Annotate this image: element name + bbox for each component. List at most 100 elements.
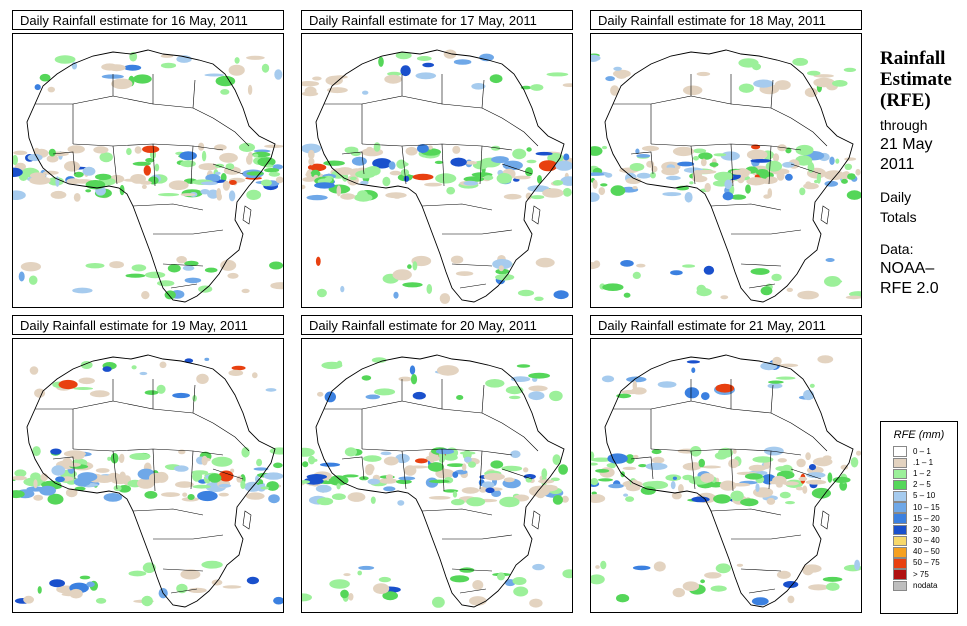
panel-title: Daily Rainfall estimate for 18 May, 2011 [590,10,862,30]
rainfall-blob [65,488,78,498]
rainfall-blob [704,572,722,579]
rainfall-blob [485,487,495,494]
rainfall-blob [429,479,450,484]
rainfall-blob [640,486,656,495]
rainfall-blob [55,176,60,187]
caption-title-2: Estimate [880,69,952,90]
rainfall-blob [651,456,665,464]
country-border [459,283,487,289]
rainfall-blob [95,597,107,604]
rainfall-blob [18,271,25,282]
rainfall-blob [827,472,833,483]
rainfall-blob [336,167,354,176]
rainfall-blob [450,157,467,167]
country-border [190,145,194,185]
rainfall-blob [273,462,283,469]
madagascar-outline [242,205,252,225]
rainfall-blob [635,148,640,155]
legend-title: RFE (mm) [893,429,945,441]
panel-title: Daily Rainfall estimate for 20 May, 2011 [301,315,573,335]
rainfall-blob [14,469,27,478]
country-border [501,117,539,147]
rainfall-blob [264,168,280,173]
rainfall-blob [191,470,209,475]
legend-swatch [893,580,907,592]
rainfall-blob [501,465,523,472]
rainfall-blob [532,563,545,571]
rainfall-blob [646,160,655,168]
rainfall-blob [403,175,410,182]
rainfall-blob [274,69,283,80]
rainfall-map [12,338,284,613]
rainfall-blob [384,74,402,84]
rainfall-blob [392,269,412,281]
rainfall-blob [13,475,27,481]
rainfall-blob [89,390,110,398]
rainfall-blob [159,361,167,369]
country-border [52,151,76,175]
rainfall-blob [308,149,315,160]
madagascar-outline [531,510,541,530]
rainfall-blob [366,146,373,151]
legend-label: .1 – 1 [913,457,934,467]
rainfall-blob [631,479,639,487]
rainfall-blob [263,472,283,480]
rainfall-blob [302,461,309,468]
rainfall-blob [817,355,834,364]
rainfall-blob [240,480,246,489]
rainfall-blob [730,169,751,175]
rainfall-blob [843,67,857,72]
country-border [770,384,774,414]
rainfall-blob [46,154,59,163]
rainfall-blob [439,293,451,304]
rainfall-blob [412,173,434,181]
rainfall-blob [744,473,763,480]
rainfall-blob [180,193,196,197]
country-border [481,79,485,109]
rainfall-blob [357,190,368,199]
country-border [690,145,696,185]
rainfall-blob [142,145,160,153]
rainfall-blob [553,290,569,300]
rainfall-blob [182,492,188,497]
rainfall-blob [218,470,234,482]
rainfall-blob [95,173,112,181]
rainfall-blob [398,476,416,481]
rainfall-blob [253,467,269,471]
country-border [730,448,734,492]
rainfall-blob [443,49,457,59]
rainfall-blob [835,158,840,164]
map-panel-3: Daily Rainfall estimate for 18 May, 2011 [590,10,862,308]
rainfall-blob [471,83,486,90]
rainfall-blob [731,482,751,487]
rainfall-blob [302,184,306,190]
map-panel-6: Daily Rainfall estimate for 21 May, 2011 [590,315,862,613]
rainfall-blob [252,372,258,379]
rainfall-blob [690,446,702,457]
rainfall-blob [822,576,843,582]
rainfall-blob [703,265,715,275]
rainfall-blob [622,466,637,470]
rainfall-blob [211,456,233,467]
caption-source-1: NOAA– [880,260,935,277]
country-border [52,456,76,480]
rainfall-blob [604,172,613,178]
country-border [613,408,652,449]
rainfall-blob [266,481,279,491]
rainfall-blob [542,188,564,198]
country-border [192,79,196,109]
rainfall-blob [222,585,242,589]
rainfall-blob [825,258,835,262]
country-border [442,534,513,540]
rainfall-blob [257,157,276,167]
rainfall-blob [782,161,795,168]
rainfall-blob [435,448,455,455]
rainfall-blob [228,64,245,76]
rainfall-blob [231,365,246,371]
legend-label: 0 – 1 [913,446,931,456]
rainfall-blob [856,450,861,456]
rainfall-blob [552,495,563,505]
rainfall-blob [316,288,327,298]
rainfall-blob [715,383,735,393]
legend-label: 10 – 15 [913,502,940,512]
